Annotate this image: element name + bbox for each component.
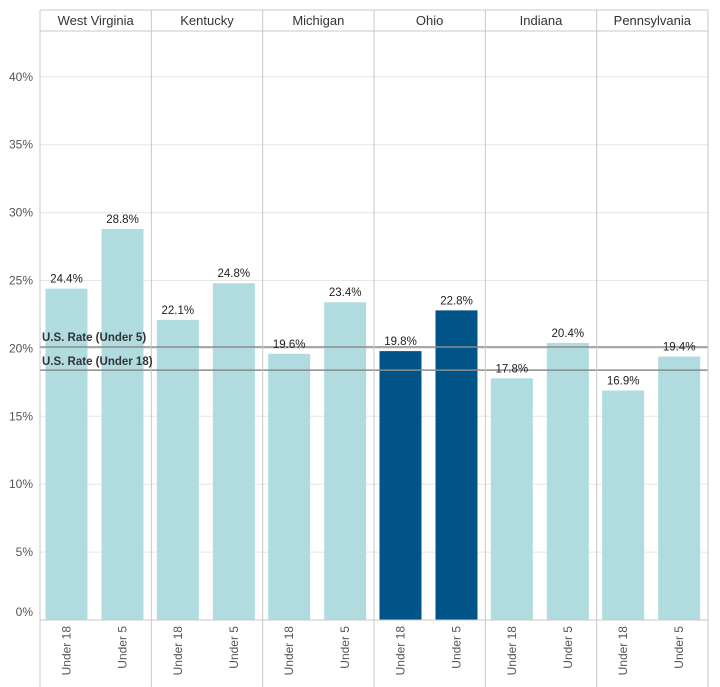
y-tick-label: 20% <box>9 341 33 355</box>
bar <box>658 356 701 620</box>
x-tick-label: Under 5 <box>338 626 352 669</box>
bar <box>212 283 255 620</box>
data-label: 19.6% <box>273 339 306 351</box>
y-tick-label: 15% <box>9 409 33 423</box>
bar <box>324 302 367 620</box>
x-tick-label: Under 5 <box>561 626 575 669</box>
x-tick-label: Under 18 <box>171 626 185 676</box>
data-label: 22.1% <box>162 305 195 317</box>
x-tick-label: Under 5 <box>116 626 130 669</box>
bar <box>101 228 144 620</box>
y-tick-label: 40% <box>9 70 33 84</box>
bar <box>602 390 645 620</box>
x-tick-label: Under 18 <box>60 626 74 676</box>
panel-header: Indiana <box>520 13 563 28</box>
panel-frame <box>39 9 709 687</box>
bar <box>435 310 478 620</box>
bar <box>490 378 533 620</box>
x-tick-label: Under 18 <box>394 626 408 676</box>
x-tick-label: Under 5 <box>450 626 464 669</box>
bar <box>546 342 589 620</box>
panel-header: West Virginia <box>58 13 135 28</box>
x-tick-label: Under 5 <box>672 626 686 669</box>
y-tick-label: 5% <box>16 545 34 559</box>
x-tick-label: Under 5 <box>227 626 241 669</box>
bar <box>156 319 199 620</box>
data-label: 24.4% <box>50 274 83 286</box>
data-label: 28.8% <box>106 214 139 226</box>
y-tick-label: 25% <box>9 274 33 288</box>
data-label: 24.8% <box>218 268 251 280</box>
data-label: 19.4% <box>663 342 696 354</box>
panel-header: Ohio <box>416 13 443 28</box>
bar <box>379 351 422 620</box>
data-label: 17.8% <box>496 363 529 375</box>
y-tick-label: 30% <box>9 206 33 220</box>
bars <box>45 228 701 620</box>
labels: 0% 5% 10% 15% 20% 25% 30% 35% 40% West Virginia 24… <box>9 13 696 675</box>
bar <box>45 288 88 620</box>
y-tick-label: 35% <box>9 138 33 152</box>
reference-line-label: U.S. Rate (Under 18) <box>42 356 153 368</box>
data-label: 23.4% <box>329 287 362 299</box>
data-label: 20.4% <box>552 328 585 340</box>
reference-line-label: U.S. Rate (Under 5) <box>42 332 146 344</box>
panel-header: Michigan <box>292 13 344 28</box>
x-tick-label: Under 18 <box>282 626 296 676</box>
bar <box>268 353 311 620</box>
panel-header: Kentucky <box>180 13 234 28</box>
data-label: 16.9% <box>607 375 640 387</box>
y-tick-label: 0% <box>16 605 34 619</box>
x-tick-label: Under 18 <box>616 626 630 676</box>
y-tick-label: 10% <box>9 477 33 491</box>
panel-header: Pennsylvania <box>614 13 692 28</box>
x-tick-label: Under 18 <box>505 626 519 676</box>
data-label: 22.8% <box>440 295 473 307</box>
data-label: 19.8% <box>384 336 417 348</box>
